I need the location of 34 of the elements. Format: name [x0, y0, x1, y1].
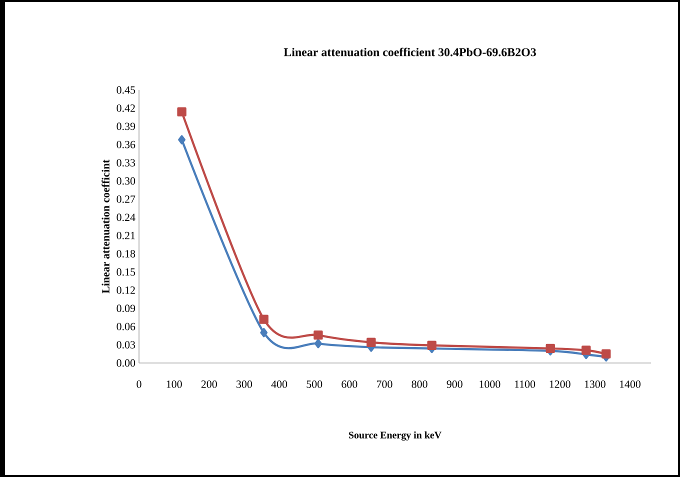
x-tick-label: 700 — [376, 380, 392, 388]
y-tick-label: 0.12 — [116, 286, 135, 294]
x-tick-label: 1300 — [584, 380, 606, 388]
x-tick-label: 1200 — [550, 380, 570, 388]
y-tick-label: 0.42 — [116, 104, 135, 112]
x-tick-label: 300 — [236, 380, 252, 388]
y-tick-label: 0.03 — [116, 341, 136, 349]
y-tick-label: 0.21 — [116, 232, 135, 240]
x-tick-label: 100 — [166, 380, 182, 388]
x-tick-label: 1000 — [480, 380, 500, 388]
chart-title: Linear attenuation coefficient 30.4PbO-69.6B2O3 — [284, 48, 536, 56]
y-tick-label: 0.30 — [116, 177, 136, 185]
x-axis-title: Source Energy in keV — [348, 431, 442, 441]
y-tick-label: 0.24 — [116, 214, 136, 222]
y-tick-label: 0.39 — [116, 122, 136, 130]
x-tick-label: 200 — [201, 380, 217, 388]
y-tick-label: 0.06 — [116, 322, 136, 330]
x-tick-label: 1100 — [514, 380, 536, 388]
x-tick-label: 0 — [136, 380, 142, 388]
x-tick-label: 1400 — [620, 380, 641, 388]
y-tick-label: 0.45 — [116, 86, 136, 94]
y-tick-label: 0.36 — [116, 140, 136, 148]
x-tick-label: 800 — [412, 380, 428, 388]
y-axis-title: Linear attenuation coefficint — [102, 160, 110, 294]
y-tick-label: 0.15 — [116, 268, 136, 276]
x-tick-label: 500 — [306, 380, 322, 388]
x-tick-label: 600 — [342, 380, 358, 388]
x-tick-label: 400 — [271, 380, 288, 388]
y-tick-label: 0.09 — [116, 304, 136, 312]
y-tick-label: 0.27 — [116, 195, 136, 203]
y-tick-label: 0.00 — [116, 359, 136, 367]
y-tick-label: 0.33 — [116, 159, 136, 167]
x-tick-label: 900 — [446, 380, 462, 388]
y-tick-label: 0.18 — [116, 250, 136, 258]
